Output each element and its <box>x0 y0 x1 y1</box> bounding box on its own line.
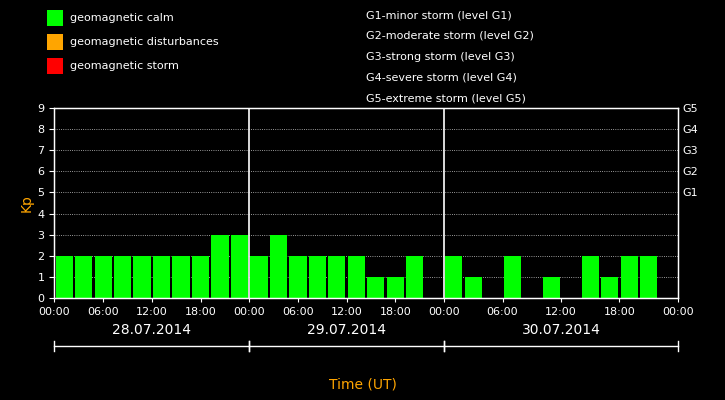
Bar <box>173 256 190 298</box>
Bar <box>153 256 170 298</box>
Bar <box>270 235 287 298</box>
Bar <box>601 277 618 298</box>
Text: G3-strong storm (level G3): G3-strong storm (level G3) <box>366 52 515 62</box>
Bar <box>231 235 248 298</box>
Bar <box>465 277 482 298</box>
Text: 28.07.2014: 28.07.2014 <box>112 323 191 337</box>
Bar <box>621 256 638 298</box>
Text: geomagnetic storm: geomagnetic storm <box>70 61 179 71</box>
Text: G5-extreme storm (level G5): G5-extreme storm (level G5) <box>366 93 526 103</box>
Text: 30.07.2014: 30.07.2014 <box>521 323 600 337</box>
Bar <box>56 256 72 298</box>
Bar <box>406 256 423 298</box>
Bar <box>504 256 521 298</box>
Text: G4-severe storm (level G4): G4-severe storm (level G4) <box>366 72 517 82</box>
Text: geomagnetic disturbances: geomagnetic disturbances <box>70 37 219 47</box>
Bar <box>212 235 228 298</box>
Text: G2-moderate storm (level G2): G2-moderate storm (level G2) <box>366 31 534 41</box>
Bar <box>348 256 365 298</box>
Bar <box>581 256 599 298</box>
Bar <box>328 256 346 298</box>
Bar <box>114 256 131 298</box>
Bar <box>368 277 384 298</box>
Bar <box>75 256 92 298</box>
Bar <box>133 256 151 298</box>
Y-axis label: Kp: Kp <box>20 194 33 212</box>
Bar <box>289 256 307 298</box>
Bar <box>94 256 112 298</box>
Text: Time (UT): Time (UT) <box>328 377 397 391</box>
Bar <box>386 277 404 298</box>
Bar <box>192 256 209 298</box>
Bar <box>542 277 560 298</box>
Bar <box>445 256 463 298</box>
Bar <box>640 256 658 298</box>
Bar <box>309 256 326 298</box>
Text: 29.07.2014: 29.07.2014 <box>307 323 386 337</box>
Bar <box>250 256 268 298</box>
Text: geomagnetic calm: geomagnetic calm <box>70 13 174 23</box>
Text: G1-minor storm (level G1): G1-minor storm (level G1) <box>366 10 512 20</box>
